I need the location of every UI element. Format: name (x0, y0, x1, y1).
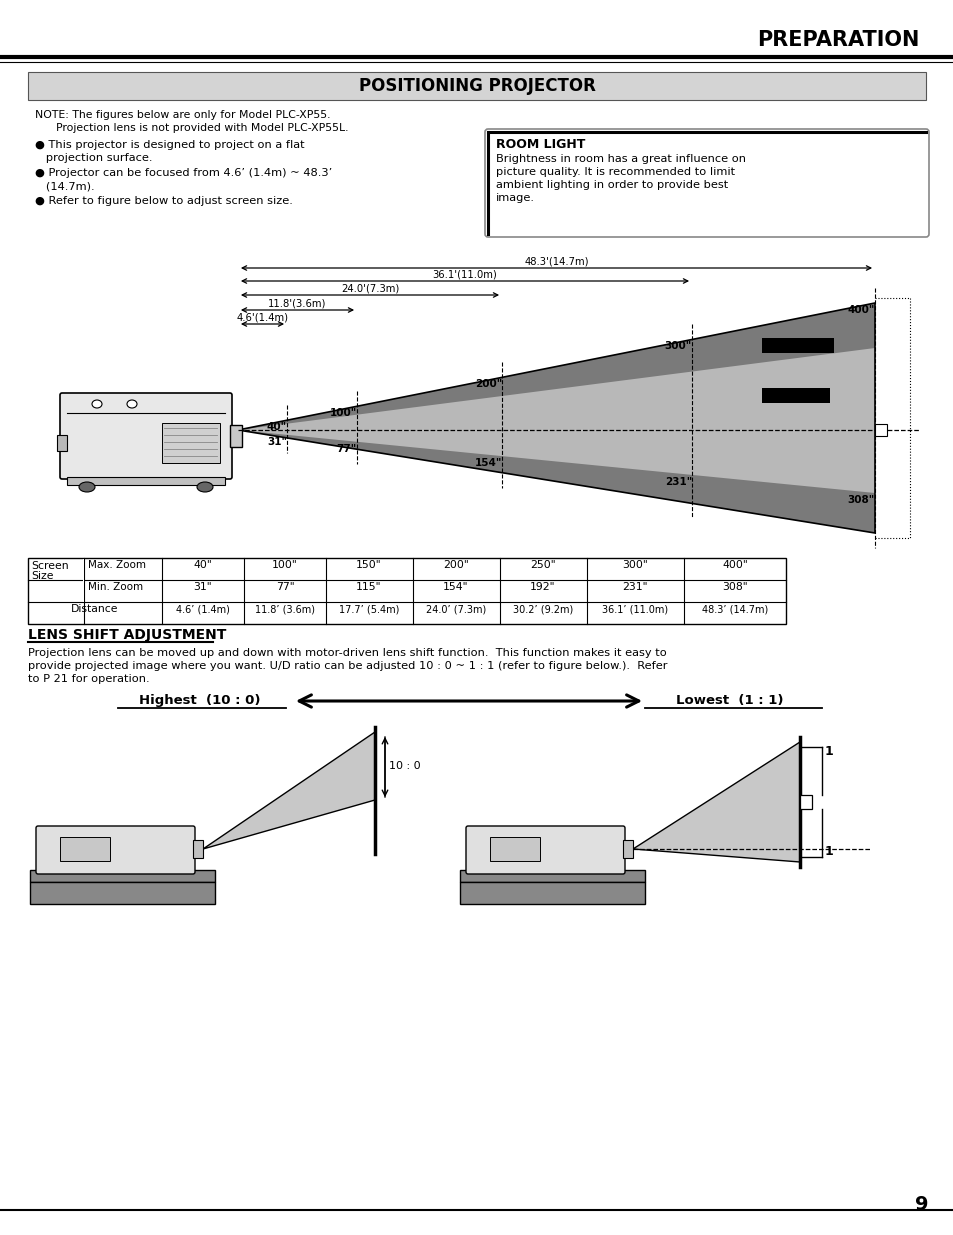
Text: POSITIONING PROJECTOR: POSITIONING PROJECTOR (358, 77, 595, 95)
Text: 308": 308" (847, 495, 874, 505)
Text: ● Refer to figure below to adjust screen size.: ● Refer to figure below to adjust screen… (35, 196, 293, 206)
Bar (84, 558, 85, 601)
Text: Brightness in room has a great influence on: Brightness in room has a great influence… (496, 154, 745, 164)
Text: Max. Zoom: Max. Zoom (88, 559, 146, 571)
Bar (230, 425, 242, 447)
FancyBboxPatch shape (465, 826, 624, 874)
Text: Lowest  (1 : 1): Lowest (1 : 1) (676, 694, 783, 706)
Bar (162, 424, 220, 463)
Text: 36.1'(11.0m): 36.1'(11.0m) (432, 269, 497, 279)
Text: 48.3’ (14.7m): 48.3’ (14.7m) (701, 604, 767, 614)
Text: 40": 40" (267, 422, 287, 432)
Text: 200": 200" (475, 379, 501, 389)
Text: 231": 231" (621, 582, 647, 592)
Text: 400": 400" (846, 305, 874, 315)
Text: ROOM LIGHT: ROOM LIGHT (496, 138, 585, 151)
FancyBboxPatch shape (36, 826, 194, 874)
Bar (800, 795, 811, 809)
Bar (622, 840, 633, 858)
Bar (490, 837, 539, 861)
Text: 150": 150" (355, 559, 381, 571)
Ellipse shape (127, 400, 137, 408)
Text: picture quality. It is recommended to limit: picture quality. It is recommended to li… (496, 167, 735, 177)
Text: provide projected image where you want. U/D ratio can be adjusted 10 : 0 ~ 1 : 1: provide projected image where you want. … (28, 661, 667, 671)
Bar (874, 424, 886, 436)
Text: Screen: Screen (30, 561, 69, 571)
Text: 36.1’ (11.0m): 36.1’ (11.0m) (601, 604, 667, 614)
Text: LENS SHIFT ADJUSTMENT: LENS SHIFT ADJUSTMENT (28, 629, 226, 642)
Text: 200": 200" (442, 559, 468, 571)
Text: 9: 9 (914, 1195, 928, 1214)
Text: 400": 400" (721, 559, 747, 571)
Text: 31": 31" (267, 437, 287, 447)
Text: projection surface.: projection surface. (35, 153, 152, 163)
Bar (60, 837, 110, 861)
Text: 4.6'(1.4m): 4.6'(1.4m) (236, 312, 288, 322)
Text: 100": 100" (272, 559, 297, 571)
Text: PREPARATION: PREPARATION (757, 30, 919, 49)
Text: 192": 192" (530, 582, 556, 592)
Text: 31": 31" (193, 582, 213, 592)
Bar (761, 338, 833, 353)
Bar (30, 882, 214, 904)
Bar (57, 435, 67, 451)
Ellipse shape (196, 482, 213, 492)
Text: 231": 231" (664, 477, 691, 487)
Text: Projection lens can be moved up and down with motor-driven lens shift function. : Projection lens can be moved up and down… (28, 648, 666, 658)
FancyBboxPatch shape (484, 128, 928, 237)
Bar (459, 882, 644, 904)
Text: ● This projector is designed to project on a flat: ● This projector is designed to project … (35, 140, 304, 149)
Text: 154": 154" (475, 458, 501, 468)
Text: 17.7’ (5.4m): 17.7’ (5.4m) (338, 604, 398, 614)
Text: image.: image. (496, 193, 535, 203)
Text: Highest  (10 : 0): Highest (10 : 0) (139, 694, 260, 706)
Text: 77": 77" (275, 582, 294, 592)
Text: Max. Zoom: Max. Zoom (767, 338, 827, 350)
Bar (28, 72, 925, 100)
FancyBboxPatch shape (60, 393, 232, 479)
Text: 11.8’ (3.6m): 11.8’ (3.6m) (254, 604, 314, 614)
Text: 300": 300" (664, 342, 691, 352)
Text: Projection lens is not provided with Model PLC-XP55L.: Projection lens is not provided with Mod… (35, 124, 348, 133)
Ellipse shape (79, 482, 95, 492)
Text: 11.8'(3.6m): 11.8'(3.6m) (268, 298, 326, 308)
Text: 308": 308" (721, 582, 747, 592)
Text: ● Projector can be focused from 4.6’ (1.4m) ~ 48.3’: ● Projector can be focused from 4.6’ (1.… (35, 168, 332, 178)
Bar (28, 558, 785, 624)
Text: 24.0’ (7.3m): 24.0’ (7.3m) (425, 604, 486, 614)
Text: 154": 154" (443, 582, 468, 592)
Bar (67, 477, 225, 485)
Text: Size: Size (30, 571, 53, 580)
Bar (459, 869, 644, 882)
Text: 24.0'(7.3m): 24.0'(7.3m) (340, 283, 398, 293)
Text: NOTE: The figures below are only for Model PLC-XP55.: NOTE: The figures below are only for Mod… (35, 110, 330, 120)
Text: Min. Zoom: Min. Zoom (88, 582, 143, 592)
Text: ambient lighting in order to provide best: ambient lighting in order to provide bes… (496, 180, 727, 190)
Text: Distance: Distance (71, 604, 118, 614)
Text: 1: 1 (824, 846, 833, 858)
Text: 1: 1 (824, 746, 833, 758)
Text: 10 : 0: 10 : 0 (389, 761, 420, 771)
Text: 4.6’ (1.4m): 4.6’ (1.4m) (176, 604, 230, 614)
Bar (30, 869, 214, 882)
Text: Min. Zoom: Min. Zoom (766, 389, 824, 399)
Text: 115": 115" (355, 582, 381, 592)
Polygon shape (203, 732, 375, 848)
Bar (193, 840, 203, 858)
Polygon shape (633, 742, 800, 862)
Text: 250": 250" (530, 559, 556, 571)
Bar (761, 388, 829, 403)
Text: 40": 40" (193, 559, 213, 571)
Ellipse shape (91, 400, 102, 408)
Text: to P 21 for operation.: to P 21 for operation. (28, 674, 150, 684)
Polygon shape (237, 348, 874, 493)
Text: 48.3'(14.7m): 48.3'(14.7m) (524, 256, 588, 266)
Text: 30.2’ (9.2m): 30.2’ (9.2m) (513, 604, 573, 614)
Text: 100": 100" (330, 409, 356, 419)
Text: (14.7m).: (14.7m). (35, 182, 94, 191)
Text: 300": 300" (621, 559, 647, 571)
Text: 77": 77" (336, 443, 356, 453)
Polygon shape (237, 303, 874, 534)
